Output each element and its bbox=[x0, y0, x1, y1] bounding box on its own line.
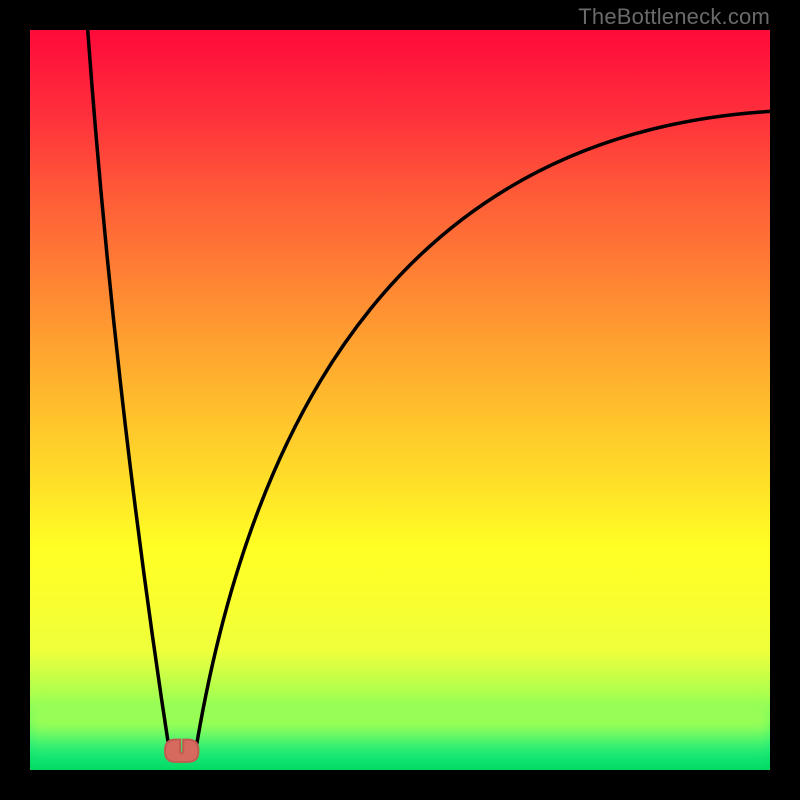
watermark: TheBottleneck.com bbox=[578, 4, 770, 30]
stage: TheBottleneck.com bbox=[0, 0, 800, 800]
black-frame bbox=[0, 0, 800, 800]
